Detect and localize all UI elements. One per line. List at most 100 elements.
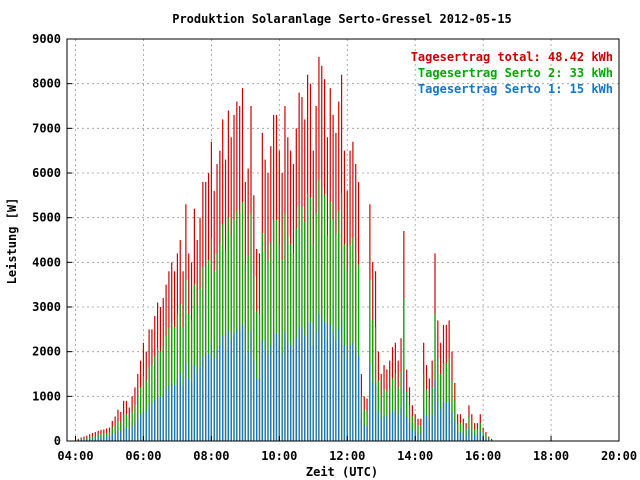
bar: [391, 378, 394, 441]
bar: [391, 410, 394, 441]
bar: [270, 242, 272, 441]
bar: [428, 420, 430, 441]
bar: [434, 379, 436, 441]
grid: [67, 39, 619, 441]
bar: [239, 213, 241, 441]
bar: [244, 356, 246, 441]
bar: [188, 313, 190, 441]
bar: [151, 365, 153, 441]
bar: [321, 186, 323, 441]
bar: [346, 271, 348, 441]
bar: [445, 362, 447, 441]
bar: [309, 322, 312, 441]
bar: [165, 336, 167, 441]
bar: [448, 400, 450, 441]
bar: [239, 331, 241, 441]
bar: [374, 327, 377, 441]
bar: [154, 356, 156, 441]
bar: [284, 331, 286, 441]
bar: [173, 385, 176, 441]
bar: [193, 365, 195, 441]
bar: [340, 320, 343, 441]
bar: [479, 432, 481, 441]
bar: [145, 411, 147, 441]
bar: [406, 417, 408, 441]
bar: [440, 374, 442, 441]
bar: [154, 399, 156, 441]
bar: [267, 353, 269, 441]
x-tick-label: 04:00: [57, 449, 93, 463]
bar: [380, 418, 382, 441]
legend-entry: Tagesertrag Serto 1: 15 kWh: [418, 82, 613, 96]
bar: [343, 344, 346, 441]
bar: [425, 415, 428, 441]
bar: [471, 423, 473, 441]
bar: [219, 244, 221, 441]
bar: [394, 408, 396, 441]
bar: [241, 324, 244, 441]
bar: [224, 251, 227, 441]
legend-entry: Tagesertrag Serto 2: 33 kWh: [418, 66, 613, 80]
bar: [474, 435, 476, 441]
bar: [185, 280, 187, 441]
bar: [114, 432, 116, 441]
bar: [176, 378, 178, 441]
bar: [162, 344, 164, 441]
bar: [241, 202, 244, 441]
bar: [335, 233, 337, 441]
bar: [137, 418, 139, 441]
bar: [420, 425, 422, 441]
bar: [230, 235, 232, 441]
bar: [357, 356, 360, 441]
bar: [304, 222, 306, 441]
bar: [86, 439, 88, 441]
bar: [156, 347, 159, 441]
bar: [292, 253, 295, 441]
bar: [411, 428, 413, 441]
bar: [488, 439, 490, 441]
bar: [307, 320, 309, 441]
bar: [462, 433, 464, 441]
bar: [360, 418, 362, 441]
bar: [278, 244, 280, 441]
bar: [151, 404, 153, 441]
bar: [366, 426, 368, 441]
bar: [168, 385, 170, 441]
bar: [222, 336, 224, 441]
bar: [298, 327, 300, 441]
bars: [77, 56, 493, 442]
bar: [442, 362, 445, 441]
bar: [321, 318, 323, 441]
bar: [142, 409, 145, 441]
bar: [196, 374, 198, 441]
bar: [244, 264, 246, 441]
bar: [332, 333, 334, 441]
bar: [454, 400, 456, 441]
bar: [125, 427, 128, 441]
bar: [465, 435, 467, 441]
bar: [123, 427, 125, 441]
bar: [199, 367, 201, 441]
bar: [275, 333, 278, 441]
bar: [389, 387, 391, 441]
bar: [261, 233, 263, 441]
bar: [134, 423, 136, 441]
bar: [171, 382, 173, 441]
bar: [372, 320, 374, 441]
bar: [196, 304, 198, 441]
bar: [148, 367, 150, 441]
bar: [355, 349, 357, 441]
bar: [335, 340, 337, 441]
bar: [298, 204, 300, 441]
series-2: [77, 179, 493, 441]
bar: [284, 213, 286, 441]
bar: [193, 284, 195, 441]
bar: [159, 351, 162, 441]
bar: [290, 244, 292, 441]
bar: [403, 371, 405, 441]
bar: [408, 423, 411, 441]
chart-title: Produktion Solaranlage Serto-Gressel 201…: [172, 12, 512, 26]
bar: [488, 437, 490, 441]
bar: [332, 219, 334, 441]
bar: [250, 213, 252, 441]
